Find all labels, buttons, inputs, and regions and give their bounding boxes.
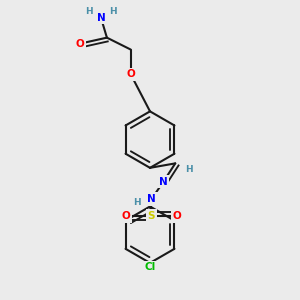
Text: H: H: [133, 197, 140, 206]
Text: O: O: [172, 211, 181, 221]
Text: H: H: [85, 7, 93, 16]
Text: N: N: [97, 13, 105, 23]
Text: H: H: [109, 7, 117, 16]
Text: Cl: Cl: [144, 262, 156, 272]
Text: O: O: [126, 69, 135, 79]
Text: S: S: [148, 211, 155, 221]
Text: H: H: [185, 165, 193, 174]
Text: N: N: [159, 177, 168, 187]
Text: O: O: [122, 211, 130, 221]
Text: N: N: [147, 194, 156, 204]
Text: O: O: [76, 39, 85, 49]
